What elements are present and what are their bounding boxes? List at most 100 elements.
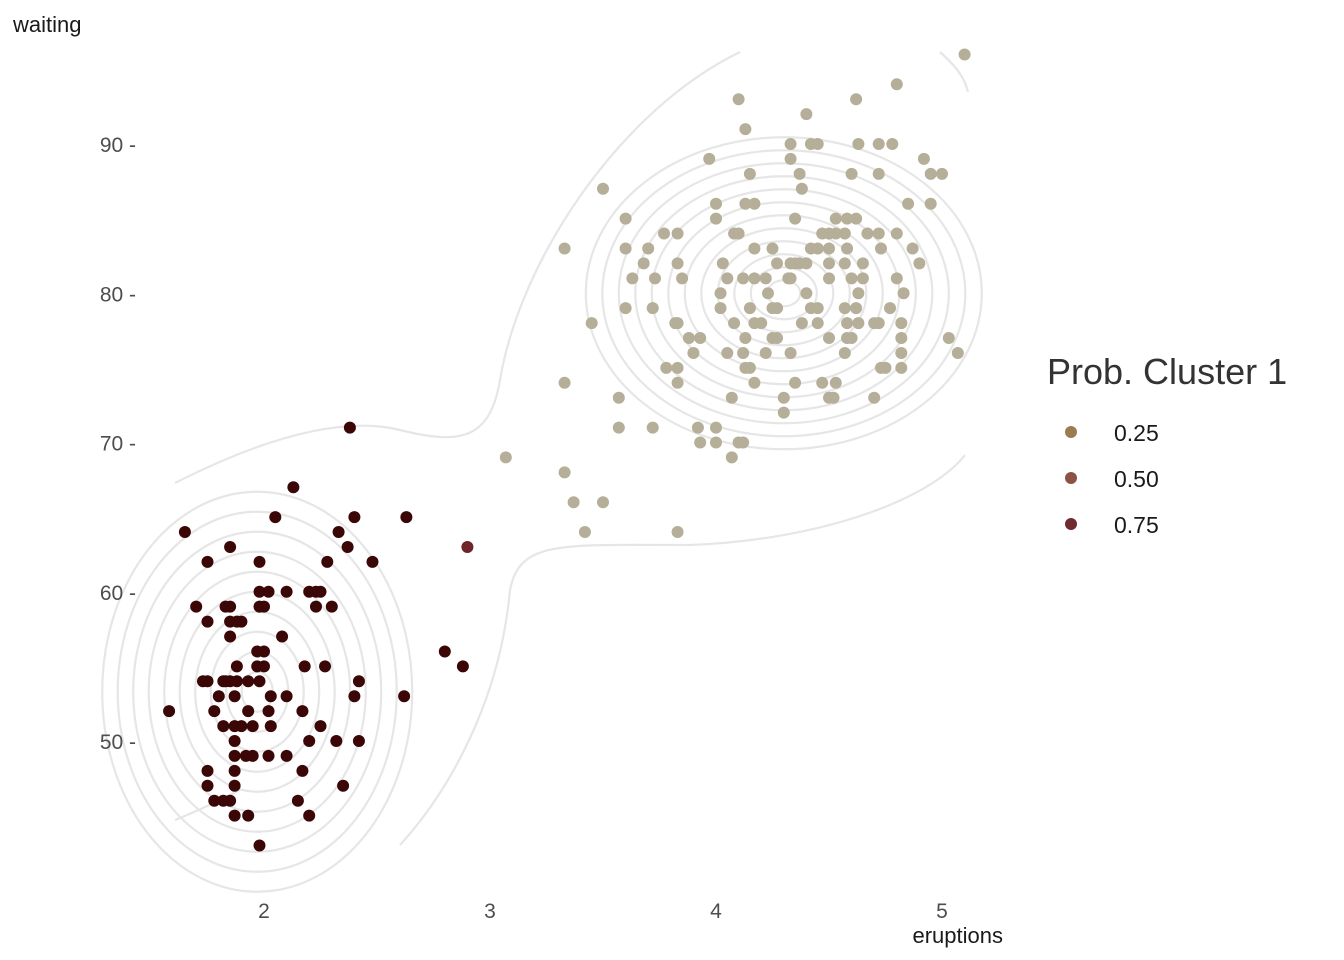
point-cluster-2-32 bbox=[841, 212, 854, 225]
point-cluster-1-5 bbox=[400, 511, 413, 524]
point-cluster-2-30 bbox=[789, 212, 802, 225]
point-cluster-2-41 bbox=[838, 227, 851, 240]
point-cluster-2-24 bbox=[748, 197, 761, 210]
point-cluster-2-48 bbox=[748, 242, 761, 255]
point-cluster-2-74 bbox=[759, 272, 772, 285]
point-cluster-2-16 bbox=[793, 167, 806, 180]
legend: Prob. Cluster 1 0.25 0.50 0.75 bbox=[1047, 351, 1287, 538]
point-cluster-2-111 bbox=[694, 332, 707, 345]
point-cluster-2-138 bbox=[789, 376, 802, 389]
point-cluster-2-4 bbox=[800, 108, 813, 121]
point-cluster-2-1 bbox=[890, 78, 903, 91]
point-cluster-2-5 bbox=[739, 123, 752, 136]
point-cluster-1-53 bbox=[280, 690, 293, 703]
point-cluster-2-134 bbox=[895, 361, 908, 374]
point-cluster-1-18 bbox=[314, 585, 327, 598]
point-cluster-1-85 bbox=[291, 794, 304, 807]
point-cluster-1-69 bbox=[330, 735, 343, 747]
point-cluster-2-42 bbox=[861, 227, 874, 240]
point-cluster-1-54 bbox=[348, 690, 361, 703]
point-cluster-2-76 bbox=[784, 272, 797, 285]
point-cluster-1-82 bbox=[208, 794, 221, 807]
point-cluster-2-129 bbox=[671, 361, 684, 374]
point-cluster-2-25 bbox=[902, 197, 915, 210]
point-cluster-2-140 bbox=[829, 376, 842, 389]
point-cluster-1-57 bbox=[208, 705, 221, 718]
point-cluster-2-8 bbox=[811, 138, 824, 150]
point-cluster-2-81 bbox=[714, 287, 727, 300]
point-cluster-2-87 bbox=[646, 302, 659, 315]
point-cluster-1-2 bbox=[178, 526, 191, 539]
point-cluster-2-21 bbox=[597, 182, 609, 195]
point-cluster-1-35 bbox=[230, 660, 243, 673]
point-cluster-1-55 bbox=[398, 690, 411, 703]
point-cluster-2-2 bbox=[732, 93, 745, 106]
point-cluster-2-161 bbox=[578, 526, 591, 539]
point-cluster-2-59 bbox=[771, 257, 784, 270]
contour-cluster1-level-3 bbox=[209, 630, 305, 753]
point-cluster-2-157 bbox=[499, 451, 512, 464]
point-cluster-2-73 bbox=[748, 272, 761, 285]
legend-label-1: 0.50 bbox=[1114, 466, 1159, 492]
contour-outer-top bbox=[939, 51, 970, 93]
point-cluster-1-70 bbox=[352, 735, 365, 747]
point-cluster-2-29 bbox=[710, 212, 722, 225]
point-cluster-2-103 bbox=[795, 317, 808, 330]
point-cluster-2-137 bbox=[748, 376, 761, 389]
contour-cluster2-level-12 bbox=[584, 136, 983, 451]
point-cluster-1-61 bbox=[217, 720, 230, 733]
point-cluster-2-110 bbox=[682, 332, 695, 345]
point-cluster-2-135 bbox=[558, 376, 571, 389]
point-cluster-2-148 bbox=[612, 421, 625, 434]
point-cluster-2-79 bbox=[856, 272, 869, 285]
point-cluster-2-96 bbox=[884, 302, 897, 315]
point-cluster-2-136 bbox=[671, 376, 684, 389]
point-cluster-2-0 bbox=[958, 48, 971, 61]
point-cluster-2-127 bbox=[951, 346, 964, 359]
point-cluster-2-100 bbox=[728, 317, 741, 330]
point-cluster-2-118 bbox=[895, 332, 908, 345]
point-cluster-2-17 bbox=[845, 167, 858, 180]
contour-cluster2-level-3 bbox=[733, 253, 835, 334]
point-cluster-1-38 bbox=[298, 660, 311, 673]
point-cluster-1-81 bbox=[337, 779, 350, 792]
point-cluster-2-56 bbox=[637, 257, 650, 270]
point-cluster-1-10 bbox=[253, 555, 266, 568]
point-cluster-1-89 bbox=[253, 839, 266, 852]
point-cluster-1-7 bbox=[341, 540, 354, 553]
point-cluster-2-155 bbox=[737, 436, 750, 449]
point-cluster-2-69 bbox=[648, 272, 661, 285]
point-cluster-2-112 bbox=[739, 332, 752, 345]
point-cluster-2-109 bbox=[895, 317, 908, 330]
point-cluster-1-29 bbox=[235, 615, 248, 628]
point-cluster-2-63 bbox=[800, 257, 813, 270]
point-cluster-2-114 bbox=[771, 332, 784, 345]
x-tick-label-2: 2 bbox=[258, 900, 270, 923]
point-cluster-2-58 bbox=[716, 257, 729, 270]
point-cluster-2-19 bbox=[924, 167, 937, 180]
point-cluster-1-12 bbox=[366, 555, 379, 568]
point-cluster-1-42 bbox=[201, 675, 214, 688]
point-cluster-2-10 bbox=[872, 138, 885, 150]
contour-cluster1-level-4 bbox=[194, 610, 321, 773]
point-cluster-2-46 bbox=[619, 242, 632, 255]
point-cluster-2-37 bbox=[732, 227, 745, 240]
point-cluster-2-139 bbox=[816, 376, 829, 389]
point-cluster-2-23 bbox=[739, 197, 752, 210]
point-cluster-1-78 bbox=[296, 764, 309, 777]
point-cluster-1-47 bbox=[242, 675, 255, 688]
contour-cluster2-level-6 bbox=[683, 214, 884, 373]
point-cluster-1-11 bbox=[321, 555, 334, 568]
point-cluster-1-77 bbox=[228, 764, 241, 777]
point-cluster-1-67 bbox=[228, 735, 241, 747]
contour-cluster2-level-11 bbox=[601, 149, 967, 438]
point-cluster-2-108 bbox=[872, 317, 885, 330]
contour-cluster2-level-10 bbox=[617, 162, 950, 425]
point-cluster-2-71 bbox=[721, 272, 734, 285]
point-cluster-2-67 bbox=[913, 257, 926, 270]
point-cluster-2-149 bbox=[646, 421, 659, 434]
y-tick-label-60: 60 - bbox=[100, 582, 136, 605]
legend-label-2: 0.75 bbox=[1114, 512, 1159, 538]
point-cluster-2-146 bbox=[868, 391, 881, 404]
x-axis-title: eruptions bbox=[912, 923, 1003, 948]
